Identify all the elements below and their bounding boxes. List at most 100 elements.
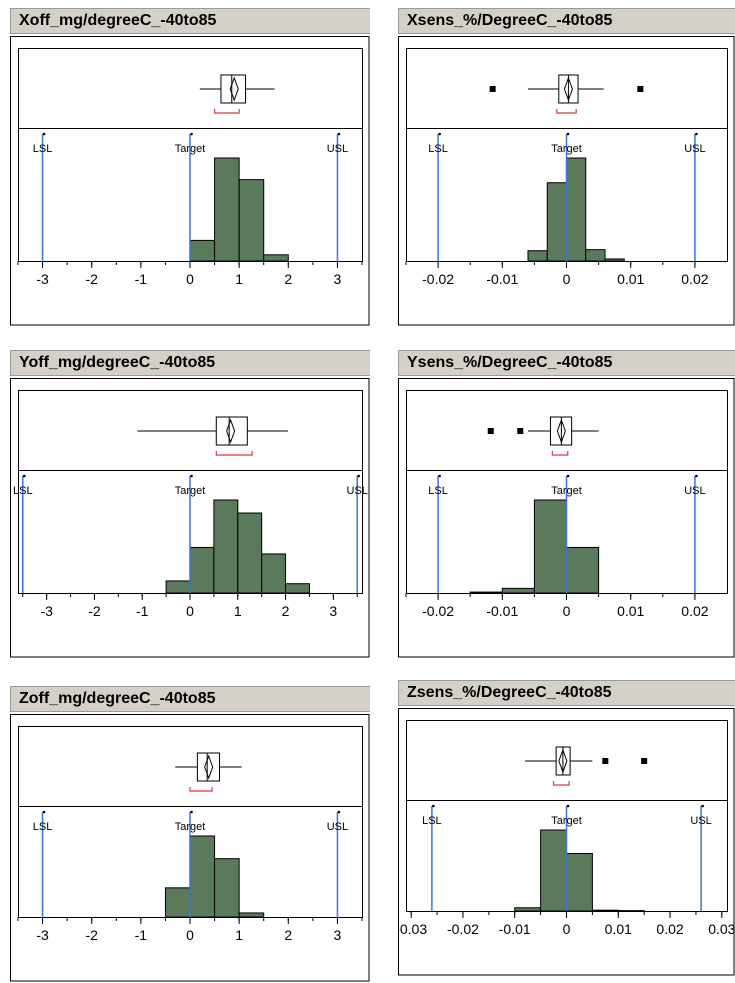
x-tick-label: -0.03 [398, 921, 427, 937]
spec-limit-label: USL [327, 143, 348, 155]
spec-limit-marker [701, 804, 704, 808]
panel-title[interactable]: Zoff_mg/degreeC_-40to85 [10, 686, 370, 712]
spec-limit-label: Target [551, 143, 582, 155]
mean-diamond [556, 418, 566, 444]
shortest-half-bracket [551, 451, 569, 456]
shortest-half-bracket [215, 451, 253, 456]
x-tick-label: -3 [36, 271, 49, 287]
histogram-bar [533, 499, 567, 594]
x-tick-label: -3 [36, 927, 49, 943]
x-tick-label: -1 [135, 927, 148, 943]
shortest-half-bracket [552, 781, 570, 786]
spec-limit-marker [337, 132, 341, 136]
chart-panel-zoff: Zoff_mg/degreeC_-40to85 LSL Target USL -3 -2… [10, 680, 370, 982]
chart-xoff: LSL Target USL -3 -2 -1 0 1 2 3 [10, 36, 370, 326]
spec-limit-label: Target [551, 485, 582, 497]
x-tick-label: 0.02 [656, 921, 683, 937]
x-tick-label: 0 [563, 921, 571, 937]
histogram-bar [591, 909, 619, 912]
x-tick-label: 3 [334, 271, 342, 287]
x-tick-label: -0.02 [447, 921, 479, 937]
box-body [220, 74, 247, 104]
x-tick-label: -0.02 [422, 603, 454, 619]
chart-panel-xsens: Xsens_%/DegreeC_-40to85 LSL Target USL -0.0… [398, 8, 735, 326]
outlier-point [489, 86, 496, 92]
histogram-bar [566, 852, 593, 912]
x-tick-label: -0.01 [486, 271, 518, 287]
histogram-bar [514, 907, 542, 912]
spec-limit-marker [42, 810, 46, 814]
chart-panel-xoff: Xoff_mg/degreeC_-40to85 LSL Target USL -3 -2… [10, 8, 370, 326]
histogram-bar [261, 553, 287, 594]
shortest-half-bracket [189, 787, 213, 792]
spec-limit-label: Target [175, 143, 206, 155]
spec-limit-label: Target [175, 485, 206, 497]
spec-limit-marker [190, 810, 193, 814]
shortest-half-bracket [213, 109, 240, 114]
x-tick-label: -2 [88, 603, 101, 619]
histogram-bar [585, 249, 606, 262]
histogram-bar [237, 512, 263, 594]
histogram-bar [546, 182, 568, 262]
spec-limit-label: LSL [428, 143, 448, 155]
spec-limit-label: USL [690, 815, 711, 827]
histogram-bar [238, 179, 265, 262]
x-tick-label: -3 [40, 603, 53, 619]
x-tick-label: 0.01 [617, 271, 644, 287]
panel-title[interactable]: Xsens_%/DegreeC_-40to85 [398, 8, 735, 34]
outlier-point [487, 428, 494, 434]
chart-zoff: LSL Target USL -3 -2 -1 0 1 2 3 [10, 714, 370, 982]
x-tick-label: 0 [563, 271, 571, 287]
mean-diamond [229, 76, 239, 102]
panel-title[interactable]: Yoff_mg/degreeC_-40to85 [10, 350, 370, 376]
x-tick-label: 2 [284, 271, 292, 287]
spec-limit-marker [22, 474, 26, 478]
x-tick-label: 2 [284, 927, 292, 943]
chart-panel-zsens: Zsens_%/DegreeC_-40to85 LSL Target USL -0.0… [398, 680, 735, 980]
x-tick-label: -2 [85, 927, 98, 943]
spec-limit-marker [566, 474, 570, 478]
spec-limit-marker [438, 474, 441, 478]
spec-limit-label: LSL [13, 485, 33, 497]
spec-limit-label: Target [551, 815, 582, 827]
spec-limit-marker [190, 132, 193, 136]
histogram-bar [189, 835, 216, 918]
x-tick-label: 1 [235, 271, 243, 287]
histogram-bar [527, 250, 548, 262]
chart-zsens: LSL Target USL -0.03 -0.02 -0.01 0 0.01 0.02 0.03 [398, 708, 735, 976]
spec-limit-label: USL [684, 143, 705, 155]
panel-title[interactable]: Zsens_%/DegreeC_-40to85 [398, 680, 735, 706]
mean-diamond [226, 418, 236, 444]
histogram-bar [213, 499, 239, 594]
mean-diamond [563, 76, 573, 102]
spec-limit-marker [695, 132, 698, 136]
outlier-point [637, 86, 644, 92]
box-body [215, 416, 248, 446]
x-tick-label: 0 [186, 603, 194, 619]
panel-title[interactable]: Xoff_mg/degreeC_-40to85 [10, 8, 370, 34]
x-tick-label: 0 [186, 927, 194, 943]
x-tick-label: 1 [234, 603, 242, 619]
x-tick-label: 2 [282, 603, 290, 619]
spec-limit-label: USL [684, 485, 705, 497]
shortest-half-bracket [556, 109, 577, 114]
spec-limit-label: Target [175, 821, 206, 833]
histogram-bar [469, 591, 503, 594]
x-tick-label: -0.02 [422, 271, 454, 287]
x-tick-label: 0.02 [681, 271, 708, 287]
histogram-bar [540, 829, 567, 912]
chart-ysens: LSL Target USL -0.02 -0.01 0 0.01 0.02 [398, 378, 735, 658]
histogram-bar [165, 580, 191, 594]
chart-panel-yoff: Yoff_mg/degreeC_-40to85 LSL Target USL -3 -2… [10, 350, 370, 658]
x-tick-label: 0.01 [617, 603, 644, 619]
panel-title[interactable]: Ysens_%/DegreeC_-40to85 [398, 350, 735, 376]
histogram-bar [566, 546, 600, 594]
histogram-bar [189, 239, 216, 262]
outlier-point [602, 758, 609, 764]
x-tick-label: -0.01 [486, 603, 518, 619]
mean-diamond [204, 754, 214, 780]
spec-limit-marker [438, 132, 441, 136]
x-tick-label: -1 [135, 271, 148, 287]
spec-limit-marker [432, 804, 435, 808]
histogram-bar [566, 157, 587, 262]
